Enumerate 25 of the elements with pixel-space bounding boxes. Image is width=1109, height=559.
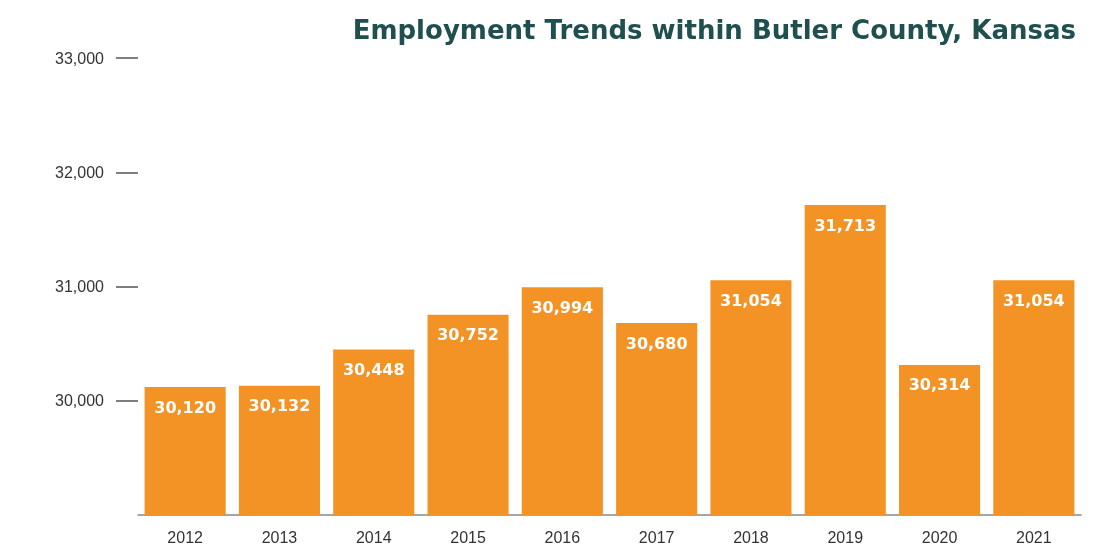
x-tick-label: 2018: [733, 528, 769, 546]
data-label: 30,132: [248, 396, 311, 416]
x-tick-label: 2013: [261, 528, 298, 546]
data-label: 30,120: [154, 397, 217, 417]
x-tick-label: 2021: [1016, 528, 1052, 546]
data-label: 31,054: [1002, 290, 1065, 310]
x-tick-label: 2012: [167, 528, 204, 546]
y-tick-label: 32,000: [55, 163, 105, 181]
x-tick-label: 2017: [638, 528, 675, 546]
data-label: 30,314: [908, 375, 971, 395]
y-tick-label: 31,000: [55, 278, 105, 295]
data-label: 31,054: [720, 290, 782, 310]
data-label: 30,994: [531, 297, 594, 317]
x-tick-label: 2014: [355, 528, 392, 546]
x-tick-label: 2015: [450, 528, 486, 546]
chart-title: Employment Trends within Butler County, Kansas: [352, 15, 1077, 45]
x-tick-label: 2019: [827, 528, 864, 546]
x-tick-label: 2020: [921, 528, 958, 546]
x-tick-label: 2016: [544, 528, 581, 546]
data-label: 31,713: [814, 215, 877, 235]
data-label: 30,680: [625, 333, 688, 353]
data-label: 30,448: [342, 360, 405, 380]
y-tick-label: 33,000: [55, 49, 105, 67]
data-label: 30,752: [437, 325, 499, 345]
y-tick-label: 30,000: [55, 392, 105, 410]
